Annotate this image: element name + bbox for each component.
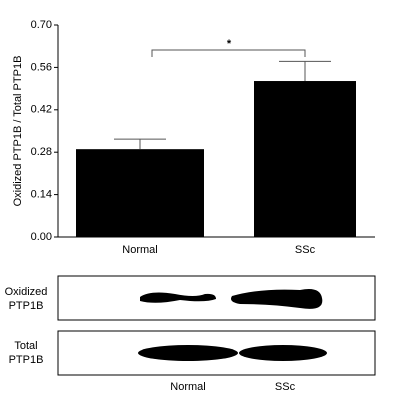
- blot-row-label: Oxidized: [5, 286, 48, 298]
- y-tick-label: 0.70: [31, 19, 52, 31]
- blot-band: [138, 345, 238, 361]
- blot-lane-label: SSc: [275, 381, 296, 393]
- blot-lane-label: Normal: [170, 381, 205, 393]
- blot-panel: [57, 330, 376, 376]
- blot-row-label: PTP1B: [9, 300, 44, 312]
- y-tick-label: 0.00: [31, 231, 52, 243]
- blot-row-label: PTP1B: [9, 354, 44, 366]
- error-bar: [279, 60, 331, 82]
- significance-mark: *: [227, 38, 232, 50]
- x-tick-label: SSc: [295, 244, 316, 256]
- y-axis-label: Oxidized PTP1B / Total PTP1B: [12, 56, 24, 207]
- bar: [254, 81, 356, 238]
- x-tick-label: Normal: [122, 244, 157, 256]
- y-tick-label: 0.42: [31, 104, 52, 116]
- blot-band: [231, 289, 323, 309]
- bar: [76, 149, 204, 237]
- error-bar: [114, 138, 166, 150]
- y-tick-label: 0.56: [31, 61, 52, 73]
- y-tick-label: 0.28: [31, 146, 52, 158]
- y-tick-label: 0.14: [31, 189, 52, 201]
- significance-bracket: [151, 49, 306, 57]
- blot-band: [140, 292, 216, 303]
- blot-panel: [57, 275, 376, 321]
- blot-row-label: Total: [14, 340, 37, 352]
- blot-band: [239, 345, 327, 361]
